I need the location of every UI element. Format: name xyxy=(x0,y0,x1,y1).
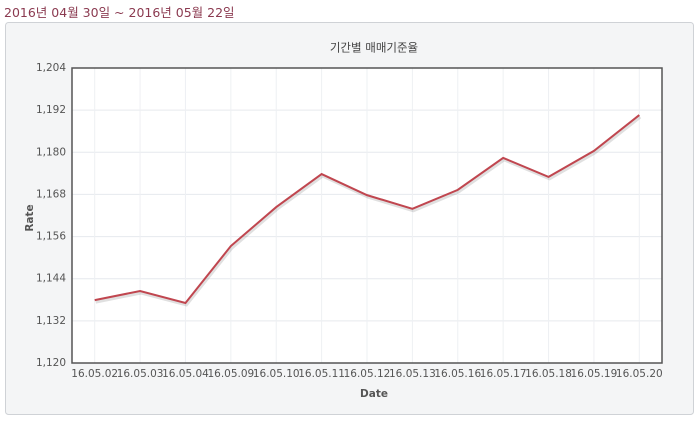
y-tick-label: 1,120 xyxy=(36,357,66,369)
line xyxy=(94,114,640,305)
x-tick-label: 16.05.09 xyxy=(207,368,254,380)
x-tick-label: 16.05.13 xyxy=(389,368,436,380)
y-tick-label: 1,156 xyxy=(36,231,66,243)
y-tick-label: 1,132 xyxy=(36,315,66,327)
y-tick-label: 1,180 xyxy=(36,146,66,158)
x-tick-label: 16.05.16 xyxy=(434,368,481,380)
x-tick-label: 16.05.03 xyxy=(117,368,164,380)
y-tick-label: 1,192 xyxy=(36,104,66,116)
x-tick-label: 16.05.02 xyxy=(71,368,118,380)
x-tick-label: 16.05.20 xyxy=(616,368,663,380)
x-tick-label: 16.05.17 xyxy=(480,368,527,380)
x-tick-label: 16.05.19 xyxy=(571,368,618,380)
x-axis-title: Date xyxy=(360,388,388,400)
y-axis-title: Rate xyxy=(24,204,36,231)
x-tick-label: 16.05.11 xyxy=(298,368,345,380)
x-tick-label: 16.05.18 xyxy=(525,368,572,380)
x-tick-label: 16.05.04 xyxy=(162,368,209,380)
x-tick-label: 16.05.10 xyxy=(253,368,300,380)
plot-border xyxy=(71,67,663,364)
x-tick-label: 16.05.12 xyxy=(344,368,391,380)
y-tick-label: 1,204 xyxy=(36,62,66,74)
chart-title: 기간별 매매기준율 xyxy=(330,41,418,55)
date-range: 2016년 04월 30일 ~ 2016년 05월 22일 xyxy=(4,5,235,20)
line-shadow xyxy=(95,115,642,307)
y-tick-label: 1,168 xyxy=(36,188,66,200)
y-tick-label: 1,144 xyxy=(36,273,66,285)
